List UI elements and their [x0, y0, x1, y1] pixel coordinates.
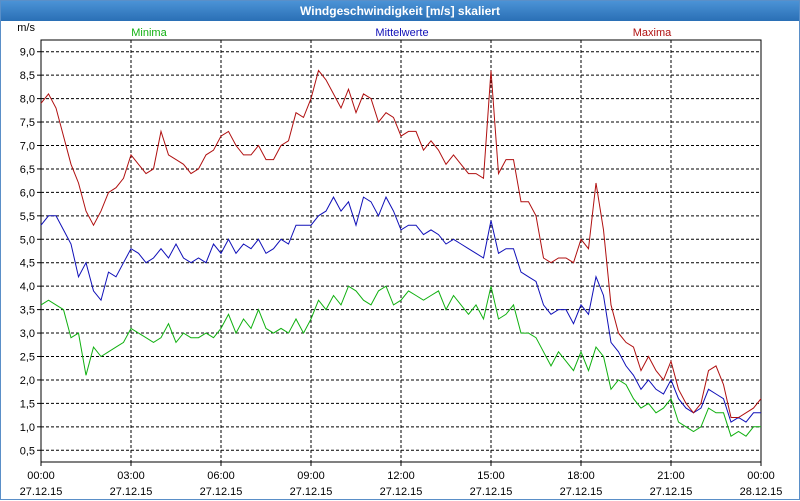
y-tick-label: 5,5 [20, 211, 35, 223]
y-tick-label: 1,0 [20, 422, 35, 434]
x-tick-time: 12:00 [387, 470, 415, 482]
y-tick-label: 1,5 [20, 398, 35, 410]
x-tick-time: 06:00 [207, 470, 235, 482]
x-tick-time: 18:00 [567, 470, 595, 482]
series-line-minima [40, 285, 761, 437]
legend-maxima: Maxima [633, 27, 672, 39]
x-tick-time: 21:00 [657, 470, 685, 482]
y-tick-label: 2,5 [20, 352, 35, 364]
y-tick-label: 5,0 [20, 234, 35, 246]
plot-frame [40, 39, 762, 463]
x-tick-date: 27.12.15 [200, 486, 243, 498]
x-tick-date: 27.12.15 [20, 486, 63, 498]
y-tick-label: 3,5 [20, 305, 35, 317]
x-tick-time: 00:00 [27, 470, 55, 482]
x-tick-date: 27.12.15 [560, 486, 603, 498]
y-tick-label: 4,5 [20, 258, 35, 270]
legend-mittelwerte: Mittelwerte [375, 27, 428, 39]
x-tick-date: 27.12.15 [470, 486, 513, 498]
y-tick-label: 7,5 [20, 117, 35, 129]
y-tick-label: 8,5 [20, 70, 35, 82]
y-tick-label: 6,5 [20, 164, 35, 176]
y-tick-label: 0,5 [20, 445, 35, 457]
y-tick-label: 7,0 [20, 141, 35, 153]
y-axis-unit: m/s [17, 22, 35, 34]
series-line-mittelwerte [40, 195, 761, 423]
window-title: Windgeschwindigkeit [m/s] skaliert [1, 1, 799, 21]
x-tick-date: 27.12.15 [380, 486, 423, 498]
x-tick-date: 27.12.15 [650, 486, 693, 498]
y-tick-label: 4,0 [20, 281, 35, 293]
y-tick-label: 2,0 [20, 375, 35, 387]
legend-minima: Minima [131, 27, 167, 39]
x-tick-time: 03:00 [117, 470, 145, 482]
y-tick-label: 9,0 [20, 47, 35, 59]
y-tick-label: 6,0 [20, 187, 35, 199]
x-tick-time: 00:00 [747, 470, 775, 482]
x-tick-date: 27.12.15 [110, 486, 153, 498]
y-tick-label: 3,0 [20, 328, 35, 340]
series-line-maxima [40, 69, 762, 418]
x-tick-date: 28.12.15 [740, 486, 783, 498]
x-tick-time: 09:00 [297, 470, 325, 482]
x-tick-date: 27.12.15 [290, 486, 333, 498]
y-tick-label: 8,0 [20, 94, 35, 106]
x-tick-time: 15:00 [477, 470, 505, 482]
